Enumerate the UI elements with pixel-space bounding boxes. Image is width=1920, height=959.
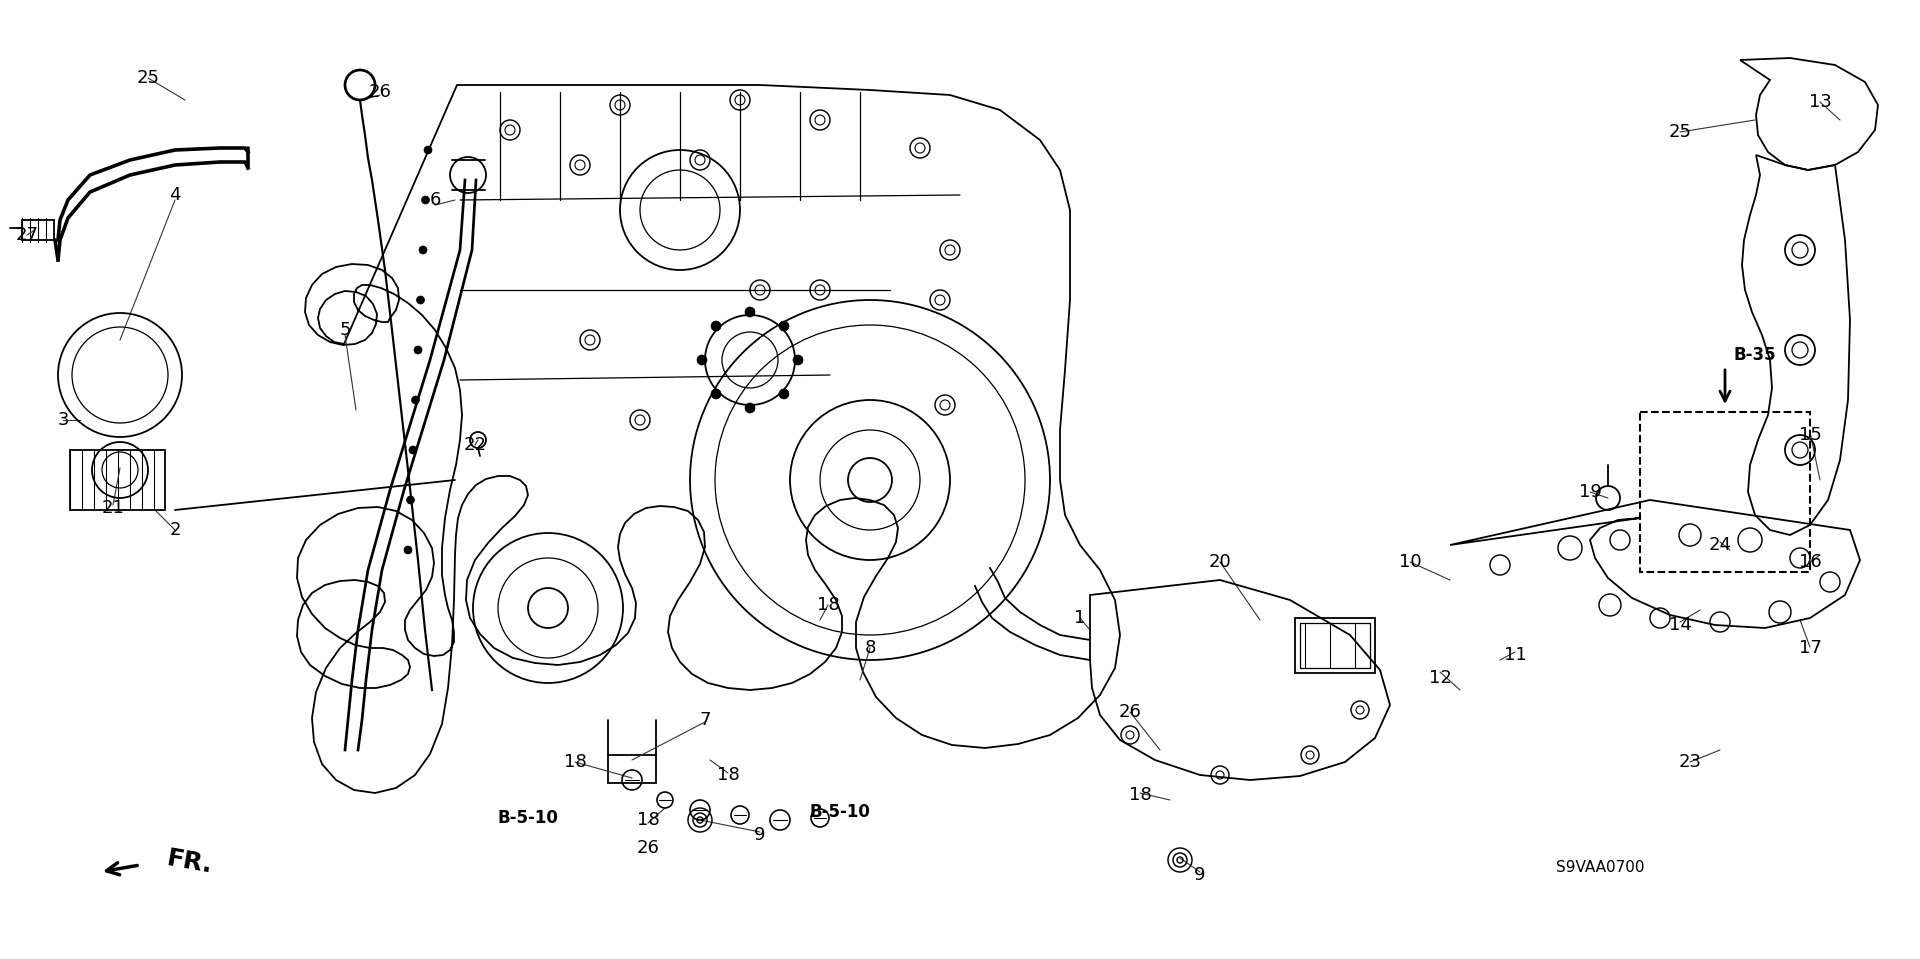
Text: 27: 27 xyxy=(15,226,38,244)
Circle shape xyxy=(780,389,789,399)
Text: 8: 8 xyxy=(864,639,876,657)
Text: 12: 12 xyxy=(1428,669,1452,687)
Bar xyxy=(1294,618,1375,673)
Circle shape xyxy=(415,346,422,354)
Text: 5: 5 xyxy=(340,321,351,339)
Text: B-5-10: B-5-10 xyxy=(810,803,870,821)
Text: 2: 2 xyxy=(169,521,180,539)
Circle shape xyxy=(407,496,415,504)
Circle shape xyxy=(710,321,722,331)
Text: 25: 25 xyxy=(1668,123,1692,141)
Circle shape xyxy=(710,389,722,399)
Bar xyxy=(609,755,657,783)
Text: B-35: B-35 xyxy=(1734,346,1776,364)
Text: 23: 23 xyxy=(1678,753,1701,771)
Circle shape xyxy=(697,355,707,365)
Text: 24: 24 xyxy=(1709,536,1732,554)
Bar xyxy=(1300,623,1371,668)
Circle shape xyxy=(745,307,755,317)
Text: 9: 9 xyxy=(1194,866,1206,884)
Text: 26: 26 xyxy=(1119,703,1140,721)
Text: S9VAA0700: S9VAA0700 xyxy=(1555,860,1644,876)
Bar xyxy=(21,220,54,240)
Circle shape xyxy=(403,546,413,554)
Text: 18: 18 xyxy=(716,766,739,784)
Circle shape xyxy=(422,196,430,204)
Text: 7: 7 xyxy=(699,711,710,729)
Circle shape xyxy=(419,246,426,254)
Text: 13: 13 xyxy=(1809,93,1832,111)
Text: 16: 16 xyxy=(1799,553,1822,571)
Text: 3: 3 xyxy=(58,411,69,429)
Text: FR.: FR. xyxy=(165,846,215,877)
Text: 11: 11 xyxy=(1503,646,1526,664)
Circle shape xyxy=(424,146,432,154)
Text: 17: 17 xyxy=(1799,639,1822,657)
Circle shape xyxy=(780,321,789,331)
Text: 4: 4 xyxy=(169,186,180,204)
Text: 1: 1 xyxy=(1075,609,1085,627)
Text: 14: 14 xyxy=(1668,616,1692,634)
Bar xyxy=(69,450,165,510)
Text: 9: 9 xyxy=(755,826,766,844)
Circle shape xyxy=(411,396,419,404)
Text: 25: 25 xyxy=(136,69,159,87)
Circle shape xyxy=(409,446,417,454)
Text: 10: 10 xyxy=(1398,553,1421,571)
Text: 18: 18 xyxy=(564,753,586,771)
Text: 19: 19 xyxy=(1578,483,1601,501)
Text: 26: 26 xyxy=(637,839,659,857)
Circle shape xyxy=(417,296,424,304)
Circle shape xyxy=(745,403,755,413)
Circle shape xyxy=(793,355,803,365)
Text: 26: 26 xyxy=(369,83,392,101)
Bar xyxy=(1640,412,1811,572)
Text: 22: 22 xyxy=(463,436,486,454)
Text: 15: 15 xyxy=(1799,426,1822,444)
Text: 18: 18 xyxy=(816,596,839,614)
Text: 20: 20 xyxy=(1208,553,1231,571)
Text: 6: 6 xyxy=(430,191,442,209)
Text: B-5-10: B-5-10 xyxy=(497,809,559,827)
Text: 18: 18 xyxy=(637,811,659,829)
Text: 21: 21 xyxy=(102,499,125,517)
Text: 18: 18 xyxy=(1129,786,1152,804)
